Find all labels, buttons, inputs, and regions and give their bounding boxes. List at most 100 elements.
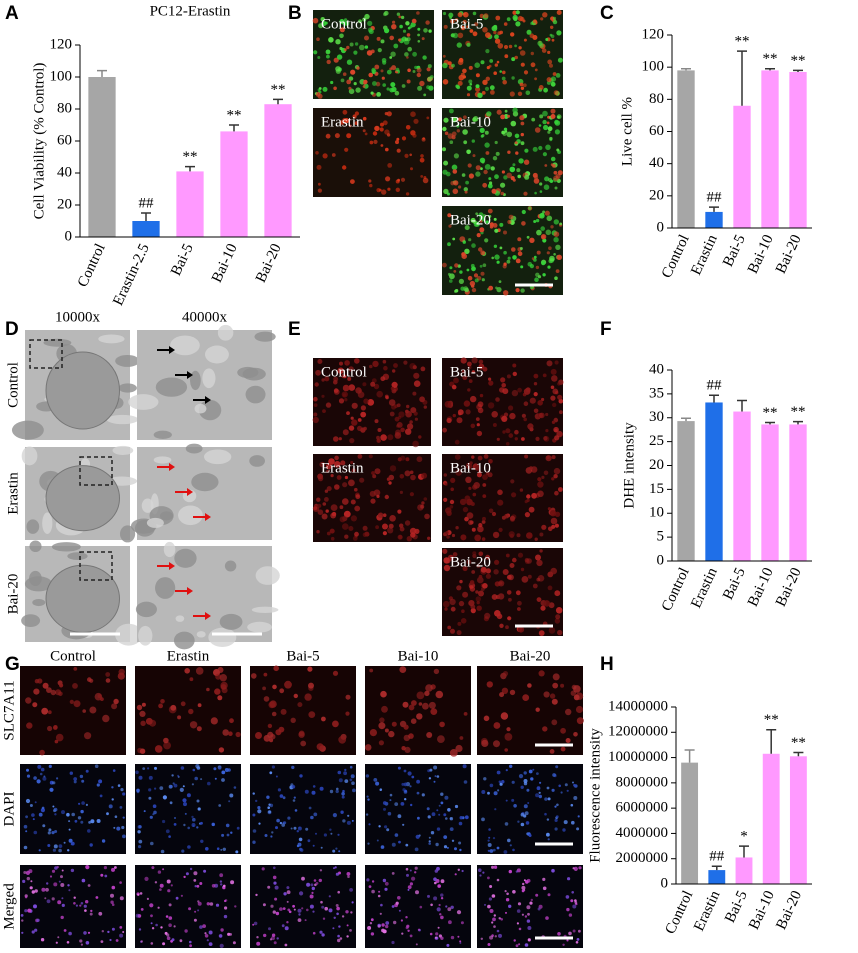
- significance-label: **: [271, 82, 286, 98]
- cell: [409, 420, 413, 424]
- cell: [398, 38, 402, 42]
- cell: [297, 702, 303, 708]
- cell: [517, 15, 524, 22]
- cell: [326, 486, 332, 492]
- cell: [547, 265, 551, 269]
- cell: [315, 882, 319, 885]
- cell: [371, 378, 377, 383]
- organelle: [21, 446, 38, 466]
- cell: [369, 668, 374, 673]
- cell: [485, 49, 490, 54]
- cell: [68, 889, 71, 892]
- cell: [553, 175, 559, 182]
- cell: [208, 930, 213, 935]
- cell: [383, 807, 386, 811]
- organelle: [155, 577, 176, 599]
- cell: [321, 513, 328, 520]
- cell: [369, 140, 374, 145]
- cell: [391, 872, 395, 875]
- significance-label: ##: [709, 849, 725, 865]
- cell: [543, 600, 551, 607]
- cell: [554, 818, 558, 823]
- cell: [440, 915, 444, 920]
- cell: [236, 826, 240, 830]
- cell: [377, 48, 382, 53]
- cell: [382, 801, 387, 805]
- cell: [487, 876, 490, 880]
- cell: [335, 872, 339, 876]
- cell: [523, 388, 531, 395]
- cell: [279, 794, 284, 798]
- cell: [368, 823, 371, 826]
- cell: [515, 870, 519, 873]
- cell: [509, 689, 516, 696]
- cell: [459, 942, 462, 944]
- cell: [465, 476, 472, 483]
- cell: [530, 777, 534, 781]
- cell: [449, 499, 455, 505]
- significance-label: **: [791, 53, 806, 69]
- cell: [575, 705, 584, 714]
- cell: [434, 881, 437, 885]
- cell: [291, 785, 296, 789]
- inset-box: [79, 456, 113, 486]
- cell: [58, 848, 62, 853]
- cell: [346, 820, 351, 825]
- cell: [38, 812, 43, 817]
- cell: [337, 833, 340, 836]
- cell: [435, 842, 439, 847]
- cell: [173, 823, 177, 826]
- cell: [174, 817, 176, 819]
- cell: [372, 81, 377, 86]
- cell: [568, 931, 572, 936]
- cell: [384, 494, 389, 500]
- cell: [523, 70, 529, 75]
- cell: [460, 618, 467, 624]
- cell: [45, 887, 49, 892]
- error-bar: [684, 749, 695, 763]
- cell: [325, 49, 331, 54]
- cell: [313, 879, 317, 882]
- panel-letter: A: [5, 3, 19, 24]
- image-label: Erastin: [321, 114, 364, 130]
- cell: [52, 781, 56, 785]
- cell: [326, 531, 331, 536]
- cell: [550, 395, 556, 401]
- cell: [355, 494, 361, 500]
- cell: [25, 798, 31, 804]
- cell: [31, 813, 35, 817]
- cell: [68, 931, 72, 936]
- cell: [139, 892, 143, 895]
- cell: [393, 363, 398, 368]
- cell: [149, 815, 153, 819]
- cell: [301, 876, 305, 881]
- error-bar: [681, 68, 691, 71]
- cell: [348, 86, 352, 90]
- cell: [225, 823, 230, 828]
- cell: [487, 843, 492, 847]
- cell: [537, 275, 542, 279]
- cell: [494, 140, 498, 145]
- cell: [508, 433, 514, 438]
- cell: [549, 749, 555, 754]
- cell: [562, 943, 565, 946]
- cell: [410, 111, 416, 117]
- cell: [552, 16, 557, 20]
- cell: [573, 732, 578, 737]
- cell: [525, 880, 529, 884]
- cell: [370, 381, 376, 387]
- cell: [357, 418, 362, 422]
- cell: [149, 903, 154, 908]
- cell: [443, 557, 450, 564]
- y-tick-label: 100: [642, 59, 665, 75]
- cell: [563, 820, 568, 825]
- cell: [448, 12, 454, 18]
- cell: [226, 833, 230, 837]
- cell: [110, 893, 114, 898]
- cell: [290, 717, 296, 723]
- cell: [536, 250, 541, 255]
- cell: [185, 872, 189, 876]
- cell: [326, 469, 330, 473]
- cell: [67, 849, 70, 852]
- cell: [362, 116, 367, 121]
